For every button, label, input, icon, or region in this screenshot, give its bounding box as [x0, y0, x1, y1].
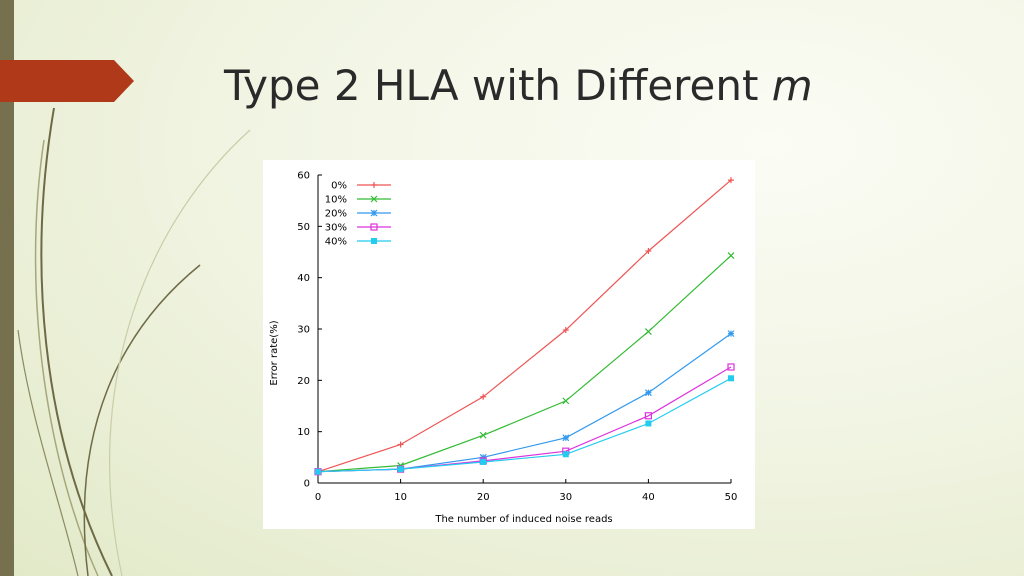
data-point-marker — [728, 375, 734, 382]
x-tick-label: 20 — [477, 492, 490, 503]
legend-label: 30% — [325, 223, 347, 234]
x-tick-label: 30 — [559, 492, 572, 503]
slide-title: Type 2 HLA with Different m — [224, 56, 813, 116]
data-point-marker — [370, 209, 378, 217]
decorative-curves — [17, 107, 251, 576]
data-point-marker — [644, 389, 652, 397]
x-tick-label: 40 — [642, 492, 655, 503]
y-axis-title: Error rate(%) — [269, 320, 280, 385]
data-point-marker — [370, 195, 378, 203]
x-axis-title: The number of induced noise reads — [434, 514, 612, 525]
data-point-marker — [727, 330, 735, 338]
data-point-marker — [371, 238, 377, 244]
x-tick-label: 0 — [315, 492, 321, 503]
data-point-marker — [644, 328, 652, 335]
data-point-marker — [562, 434, 570, 442]
chart-legend: 0% 10% 20% 30% 40% — [325, 181, 391, 248]
chart-container: 0 10 20 30 40 50 0 10 20 30 40 50 60 0% 10% 20% 30% 40% … — [263, 160, 755, 529]
series-line-40pct — [317, 377, 732, 473]
data-point-marker — [397, 441, 404, 448]
chart-series — [314, 177, 735, 476]
legend-label: 40% — [325, 237, 347, 248]
data-point-marker — [728, 177, 734, 184]
data-point-marker — [562, 451, 569, 458]
y-tick-label: 50 — [297, 222, 310, 233]
x-tick-label: 10 — [394, 492, 407, 503]
legend-label: 10% — [325, 195, 347, 206]
data-point-marker — [480, 458, 487, 465]
series-line-0pct — [317, 179, 732, 473]
data-point-marker — [370, 223, 378, 231]
y-tick-label: 40 — [297, 273, 310, 284]
data-point-marker — [371, 182, 377, 188]
data-point-marker — [644, 412, 652, 420]
data-point-marker — [727, 363, 735, 371]
data-point-marker — [727, 252, 735, 260]
title-arrow-shape — [0, 60, 134, 102]
slide-title-text: Type 2 HLA with Different — [224, 61, 772, 110]
legend-label: 20% — [325, 209, 347, 220]
data-point-marker — [315, 468, 321, 475]
series-line-30pct — [317, 366, 732, 473]
y-tick-label: 20 — [297, 376, 310, 387]
y-tick-label: 30 — [297, 325, 310, 336]
data-point-marker — [562, 327, 569, 334]
data-point-marker — [397, 466, 404, 473]
x-tick-label: 50 — [725, 492, 738, 503]
series-line-10pct — [317, 255, 732, 473]
data-point-marker — [645, 420, 652, 427]
left-accent-bar — [0, 0, 14, 576]
data-point-marker — [479, 431, 487, 439]
y-tick-label: 10 — [297, 427, 310, 438]
data-point-marker — [645, 247, 652, 254]
slide-title-italic: m — [771, 61, 813, 110]
legend-label: 0% — [331, 181, 347, 192]
data-point-marker — [480, 393, 487, 400]
y-tick-label: 60 — [297, 171, 310, 182]
chart-axes: 0 10 20 30 40 50 0 10 20 30 40 50 60 — [297, 171, 737, 504]
data-point-marker — [562, 397, 570, 405]
y-tick-label: 0 — [304, 479, 310, 490]
